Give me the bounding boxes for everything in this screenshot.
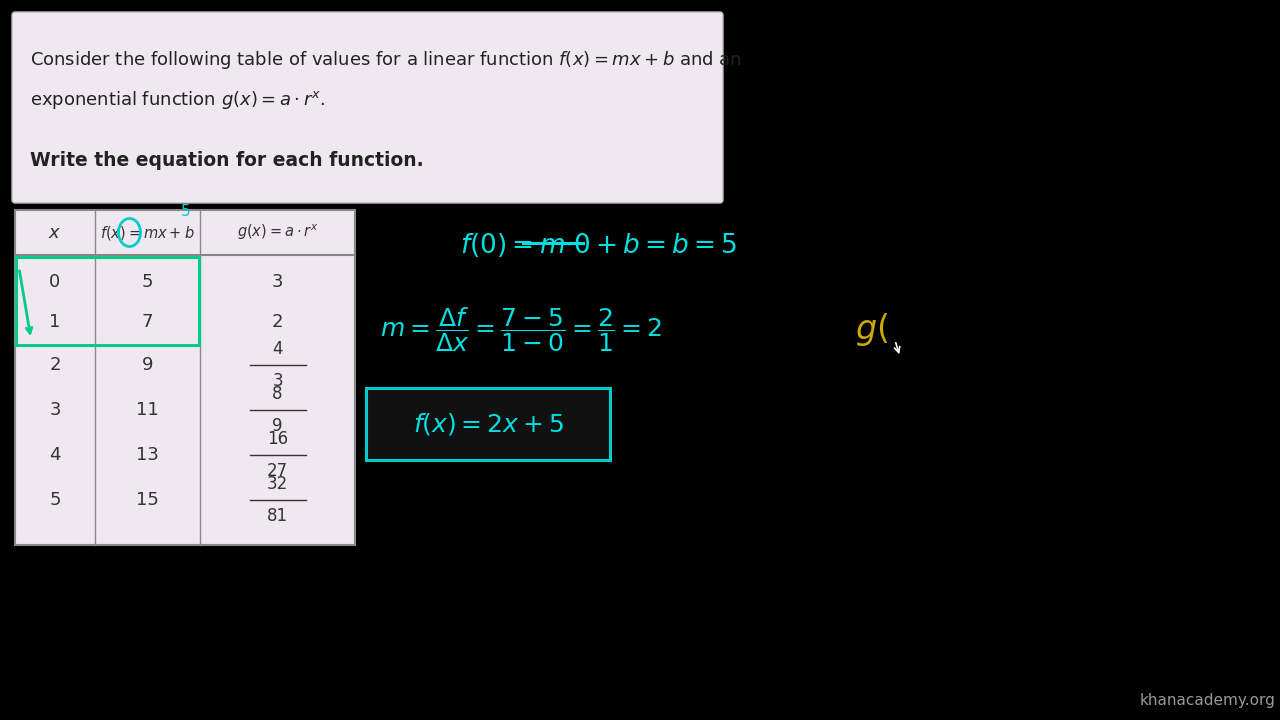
Text: 2: 2 [49, 356, 60, 374]
Text: 5: 5 [142, 273, 154, 291]
Text: Write the equation for each function.: Write the equation for each function. [29, 150, 424, 169]
Text: 15: 15 [136, 491, 159, 509]
Text: 5: 5 [49, 491, 60, 509]
Text: 13: 13 [136, 446, 159, 464]
FancyBboxPatch shape [15, 210, 355, 545]
Text: 27: 27 [268, 462, 288, 480]
Text: khanacademy.org: khanacademy.org [1140, 693, 1276, 708]
FancyBboxPatch shape [366, 388, 611, 460]
Text: 7: 7 [142, 313, 154, 331]
Text: $f(x) = 2x + 5$: $f(x) = 2x + 5$ [412, 411, 563, 437]
Text: 8: 8 [273, 385, 283, 403]
Text: 32: 32 [266, 475, 288, 493]
Text: $m = \dfrac{\Delta f}{\Delta x} = \dfrac{7-5}{1-0} = \dfrac{2}{1} = 2$: $m = \dfrac{\Delta f}{\Delta x} = \dfrac… [380, 305, 662, 354]
Text: 1: 1 [50, 313, 60, 331]
Text: 3: 3 [271, 273, 283, 291]
Text: $g(x) = a \cdot r^{x}$: $g(x) = a \cdot r^{x}$ [237, 222, 319, 243]
Text: $f(0) = m{\cdot}0 + b = b = 5$: $f(0) = m{\cdot}0 + b = b = 5$ [460, 231, 737, 259]
Text: $f(x) = mx + b$: $f(x) = mx + b$ [100, 223, 195, 241]
Text: 9: 9 [273, 417, 283, 435]
Text: 81: 81 [268, 507, 288, 525]
Text: 3: 3 [49, 401, 60, 419]
Text: $g($: $g($ [855, 312, 888, 348]
Text: 0: 0 [50, 273, 60, 291]
Text: $x$: $x$ [49, 223, 61, 241]
Text: 4: 4 [49, 446, 60, 464]
FancyBboxPatch shape [12, 12, 723, 203]
Text: $5$: $5$ [180, 202, 191, 218]
Text: exponential function $g(x) = a \cdot r^{x}$.: exponential function $g(x) = a \cdot r^{… [29, 89, 325, 111]
Text: Consider the following table of values for a linear function $f(x) = mx + b$ and: Consider the following table of values f… [29, 49, 741, 71]
Text: 3: 3 [273, 372, 283, 390]
Text: 9: 9 [142, 356, 154, 374]
Text: 2: 2 [271, 313, 283, 331]
Text: 4: 4 [273, 340, 283, 358]
Text: 11: 11 [136, 401, 159, 419]
Text: 16: 16 [268, 430, 288, 448]
